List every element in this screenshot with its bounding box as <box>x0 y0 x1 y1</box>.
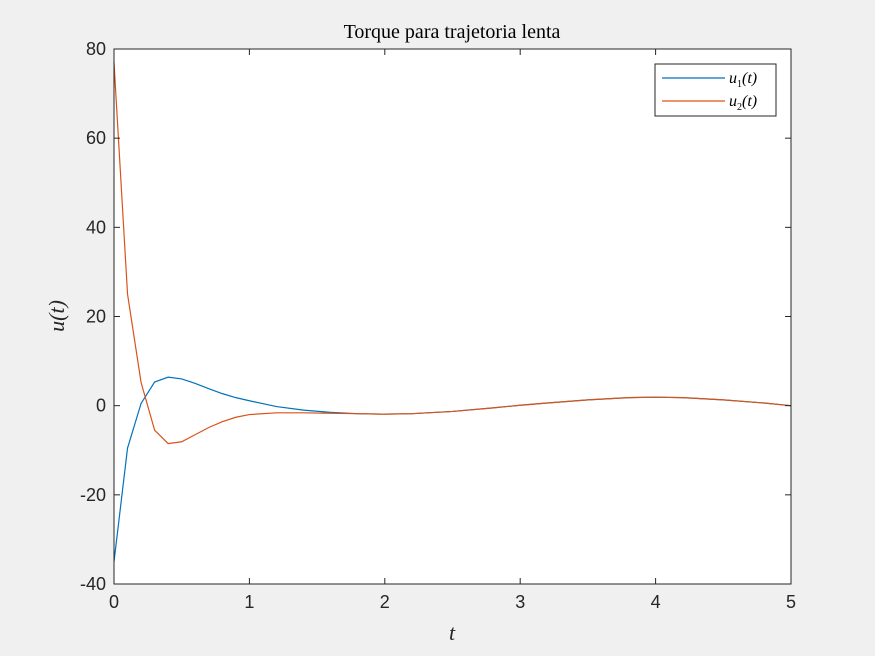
legend-label-1: u1(t) <box>729 70 757 90</box>
y-tick-label: 40 <box>86 217 106 237</box>
x-tick-label: 0 <box>109 592 119 612</box>
plot-area <box>114 49 791 584</box>
y-axis-label: u(t) <box>44 300 69 332</box>
x-axis-label: t <box>449 620 456 645</box>
x-tick-label: 1 <box>244 592 254 612</box>
y-tick-label: -20 <box>80 485 106 505</box>
y-tick-label: 20 <box>86 307 106 327</box>
y-tick-label: -40 <box>80 574 106 594</box>
legend-box <box>654 63 777 117</box>
y-tick-label: 80 <box>86 39 106 59</box>
x-tick-label: 5 <box>786 592 796 612</box>
legend-label-2: u2(t) <box>729 93 757 113</box>
series-layer <box>113 62 792 562</box>
axes-layer: 0 1 2 3 4 5 -40 -20 0 20 40 60 80 <box>80 39 796 612</box>
x-tick-label: 3 <box>515 592 525 612</box>
x-tick-label: 4 <box>651 592 661 612</box>
chart-title: Torque para trajetoria lenta <box>344 21 561 43</box>
x-tick-label: 2 <box>380 592 390 612</box>
y-tick-label: 60 <box>86 128 106 148</box>
legend: u1(t) u2(t) <box>654 63 777 117</box>
y-tick-label: 0 <box>96 396 106 416</box>
series-line-2 <box>113 62 792 445</box>
